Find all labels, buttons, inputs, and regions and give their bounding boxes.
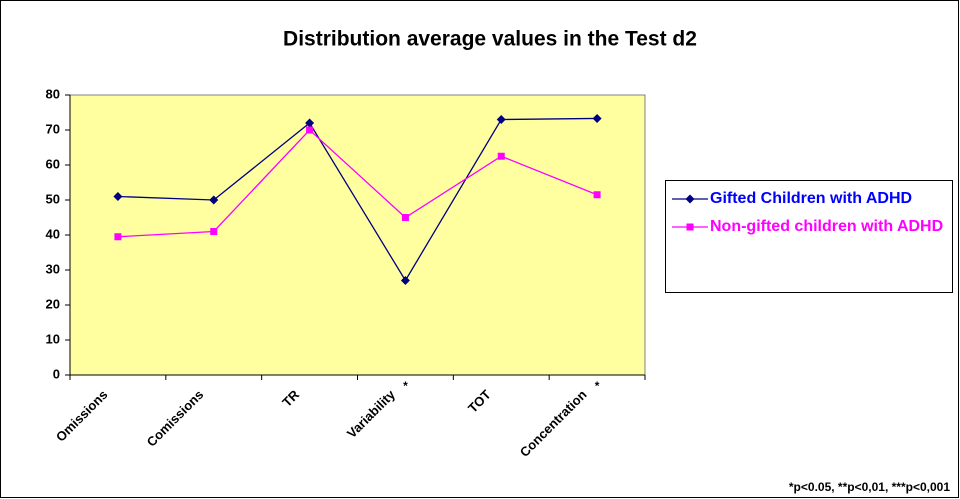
- y-tick-label: 50: [46, 191, 60, 206]
- marker: [497, 152, 505, 160]
- y-tick-label: 40: [46, 226, 60, 241]
- marker: [210, 228, 218, 235]
- marker: [306, 126, 314, 134]
- y-tick-label: 80: [46, 86, 60, 101]
- marker: [305, 118, 315, 128]
- legend-swatch: [672, 223, 708, 231]
- plot-area: [69, 94, 646, 376]
- marker: [209, 195, 219, 205]
- marker: [593, 191, 601, 199]
- significance-mark: *: [403, 379, 408, 393]
- marker: [114, 233, 122, 241]
- legend-label: Non-gifted children with ADHD: [710, 218, 944, 235]
- marker: [401, 214, 409, 221]
- significance-mark: *: [595, 379, 600, 393]
- legend: Gifted Children with ADHD Non-gifted chil…: [665, 180, 953, 293]
- y-tick-label: 70: [46, 121, 60, 136]
- footnote: *p<0.05, **p<0,01, ***p<0,001: [789, 480, 950, 494]
- marker: [113, 192, 123, 201]
- legend-swatch: [672, 194, 708, 204]
- marker: [400, 276, 410, 285]
- legend-item: Non-gifted children with ADHD: [670, 217, 948, 237]
- y-tick-label: 20: [46, 296, 60, 311]
- marker: [592, 113, 602, 123]
- legend-marker: [685, 194, 695, 204]
- y-tick-label: 10: [46, 331, 60, 346]
- y-tick-label: 30: [46, 261, 60, 276]
- series-line: [117, 117, 598, 282]
- legend-label: Gifted Children with ADHD: [710, 190, 913, 207]
- legend-marker: [686, 223, 694, 231]
- marker: [496, 115, 506, 124]
- y-tick-label: 0: [53, 366, 60, 381]
- legend-item: Gifted Children with ADHD: [670, 189, 948, 209]
- y-tick-label: 60: [46, 156, 60, 171]
- chart-title: Distribution average values in the Test …: [283, 28, 697, 51]
- series-line: [117, 129, 598, 238]
